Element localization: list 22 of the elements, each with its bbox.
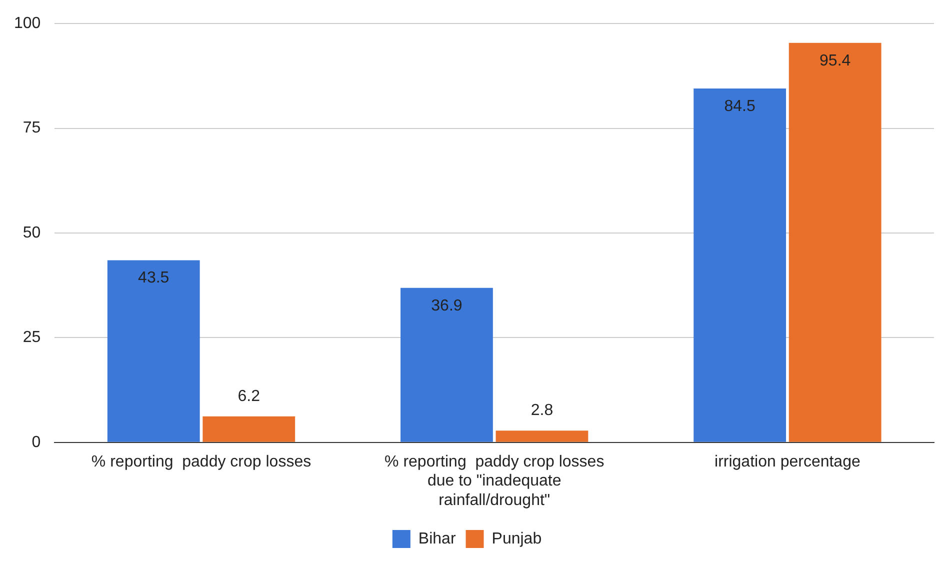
data-label: 2.8 [530, 402, 554, 420]
bar [202, 416, 296, 442]
data-label: 36.9 [431, 297, 462, 314]
data-label: 6.2 [238, 388, 260, 405]
y-tick-label: 0 [32, 434, 41, 451]
y-tick-label: 100 [14, 15, 41, 32]
bar [107, 260, 200, 442]
bar [694, 88, 786, 442]
legend-label: Bihar [418, 530, 456, 548]
y-tick-label: 25 [22, 329, 41, 346]
legend-label: Punjab [492, 530, 542, 548]
data-label: 43.5 [138, 270, 170, 287]
x-tick-label: % reporting paddy crop losses [91, 453, 312, 470]
bar [496, 430, 588, 442]
data-label: 84.5 [724, 98, 756, 115]
bar [788, 42, 882, 442]
x-tick-label: % reporting paddy crop losses due to "inadequate rainfall/drought" [384, 453, 604, 509]
bar [400, 288, 493, 442]
data-label: 95.4 [820, 52, 851, 70]
y-tick-label: 75 [22, 120, 41, 137]
y-tick-label: 50 [22, 224, 41, 242]
x-tick-label: irrigation percentage [714, 453, 860, 470]
